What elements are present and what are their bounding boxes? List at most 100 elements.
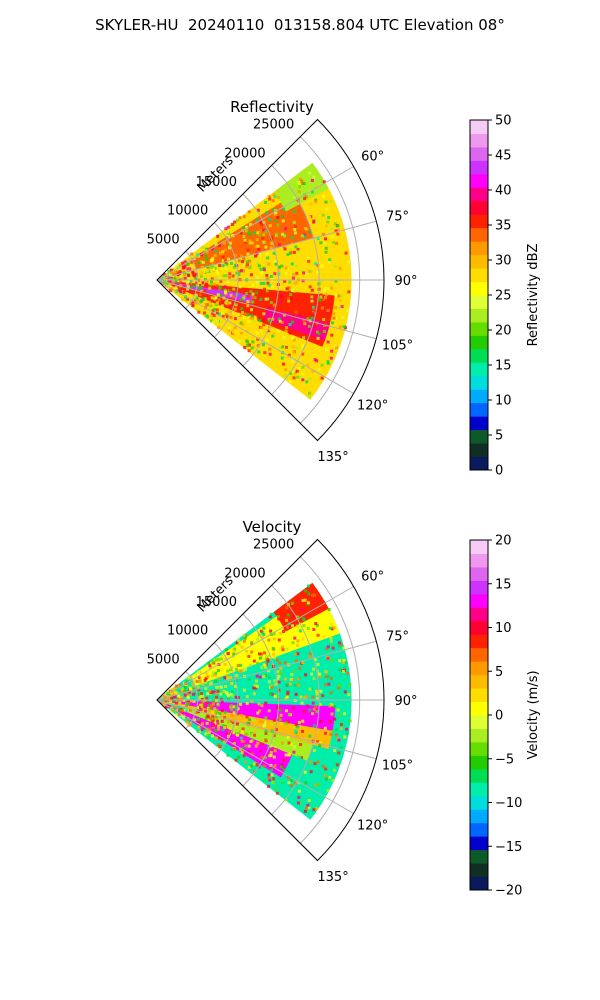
panel-title: Velocity xyxy=(243,518,302,536)
azimuth-gridline xyxy=(156,220,377,281)
colorbar-tick-label: 0 xyxy=(495,709,503,724)
colorbar-tick-label: 10 xyxy=(495,394,512,409)
colorbar-swatch xyxy=(470,876,488,891)
colorbar-swatch xyxy=(470,335,488,350)
colorbar-tick-label: 0 xyxy=(495,464,503,479)
radial-tick-label: 5000 xyxy=(147,232,180,247)
colorbar-tick-label: 10 xyxy=(495,621,512,636)
colorbar-swatch xyxy=(470,200,488,215)
colorbar-swatch xyxy=(470,593,488,608)
colorbar-swatch xyxy=(470,674,488,689)
colorbar-swatch xyxy=(470,634,488,649)
colorbar-swatch xyxy=(470,822,488,837)
figure-title: SKYLER-HU 20240110 013158.804 UTC Elevat… xyxy=(95,16,505,34)
colorbar-swatch xyxy=(470,566,488,581)
azimuth-gridline xyxy=(156,699,377,760)
azimuth-gridline xyxy=(156,640,377,701)
radial-tick-label: 25000 xyxy=(253,538,294,553)
radial-tick-label: 10000 xyxy=(167,204,208,219)
angle-tick-label: 60° xyxy=(361,570,384,585)
panel-reflectivity: Reflectivity 5000 10000 15000 20000 25000 60° 7… xyxy=(147,98,541,479)
colorbar-swatch xyxy=(470,227,488,242)
colorbar-swatch xyxy=(470,647,488,662)
echo-region-5 xyxy=(273,162,329,212)
colorbar-swatch xyxy=(470,160,488,175)
colorbar-swatch xyxy=(470,607,488,622)
colorbar-swatch xyxy=(470,173,488,188)
colorbar-swatch xyxy=(470,540,488,554)
colorbar-swatch xyxy=(470,241,488,256)
sector-outline xyxy=(156,538,385,862)
colorbar-swatch xyxy=(470,348,488,363)
colorbar-swatch xyxy=(470,863,488,878)
colorbar-tick-label: 35 xyxy=(495,219,512,234)
colorbar: −20 −15 −10 −5 0 5 10 15 20 Velocity (m/s) xyxy=(469,534,541,899)
colorbar-tick-label: −5 xyxy=(495,752,514,767)
colorbar-swatch xyxy=(470,849,488,864)
colorbar-swatch xyxy=(470,688,488,703)
angle-tick-label: 120° xyxy=(357,399,388,414)
azimuth-gridline xyxy=(156,279,354,394)
data-field xyxy=(157,582,352,820)
colorbar-swatch xyxy=(470,580,488,595)
azimuth-gridline xyxy=(156,586,354,701)
colorbar-tick-label: 15 xyxy=(495,359,512,374)
azimuth-gridline xyxy=(156,699,354,814)
colorbar-swatch xyxy=(470,443,488,458)
colorbar-swatch xyxy=(470,146,488,161)
colorbar-swatch xyxy=(470,553,488,568)
angle-tick-label: 135° xyxy=(317,870,348,885)
colorbar-tick-label: 15 xyxy=(495,577,512,592)
colorbar-tick-label: −20 xyxy=(495,884,522,899)
colorbar-tick-label: 5 xyxy=(495,429,503,444)
angle-tick-label: 105° xyxy=(382,338,413,353)
echo-region-4 xyxy=(263,307,331,342)
radial-tick-label: 20000 xyxy=(224,566,265,581)
colorbar-swatch xyxy=(470,133,488,148)
colorbar-swatch xyxy=(470,268,488,283)
angle-tick-label: 90° xyxy=(394,274,417,289)
colorbar-swatch xyxy=(470,755,488,770)
colorbar-tick-label: 20 xyxy=(495,324,512,339)
colorbar-swatch xyxy=(470,187,488,202)
colorbar-swatch xyxy=(470,214,488,229)
colorbar-tick-label: 40 xyxy=(495,184,512,199)
colorbar-swatch xyxy=(470,741,488,756)
colorbar-tick-label: 30 xyxy=(495,254,512,269)
colorbar-swatch xyxy=(470,795,488,810)
colorbar-swatch xyxy=(470,456,488,471)
colorbar-tick-label: 45 xyxy=(495,149,512,164)
angle-tick-label: 75° xyxy=(386,210,409,225)
colorbar-swatch xyxy=(470,701,488,716)
colorbar-swatch xyxy=(470,768,488,783)
colorbar-swatch xyxy=(470,295,488,309)
colorbar-swatch xyxy=(470,375,488,390)
colorbar-swatch xyxy=(470,620,488,635)
angle-tick-label: 60° xyxy=(361,150,384,165)
colorbar: 0 5 10 15 20 25 30 35 40 45 50 Reflectivity dBZ xyxy=(469,114,541,479)
angle-tick-label: 105° xyxy=(382,758,413,773)
colorbar-tick-label: 5 xyxy=(495,665,503,680)
angle-tick-label: 120° xyxy=(357,819,388,834)
colorbar-swatch xyxy=(470,254,488,269)
colorbar-swatch xyxy=(470,416,488,431)
colorbar-tick-label: −10 xyxy=(495,796,522,811)
colorbar-tick-label: 50 xyxy=(495,114,512,129)
colorbar-swatch xyxy=(470,782,488,797)
colorbar-swatch xyxy=(470,429,488,444)
azimuth-gridline xyxy=(156,166,354,281)
colorbar-swatch xyxy=(470,809,488,824)
radial-tick-label: 10000 xyxy=(167,624,208,639)
colorbar-swatch xyxy=(470,836,488,851)
colorbar-tick-label: −15 xyxy=(495,840,522,855)
panel-title: Reflectivity xyxy=(230,98,314,116)
colorbar-swatch xyxy=(470,402,488,417)
colorbar-tick-label: 25 xyxy=(495,289,512,304)
sector-outline xyxy=(156,118,385,442)
angle-tick-label: 75° xyxy=(386,630,409,645)
radial-tick-label: 15000 xyxy=(196,175,237,190)
colorbar-swatch xyxy=(470,389,488,404)
colorbar-swatch xyxy=(470,728,488,743)
colorbar-swatch xyxy=(470,715,488,729)
